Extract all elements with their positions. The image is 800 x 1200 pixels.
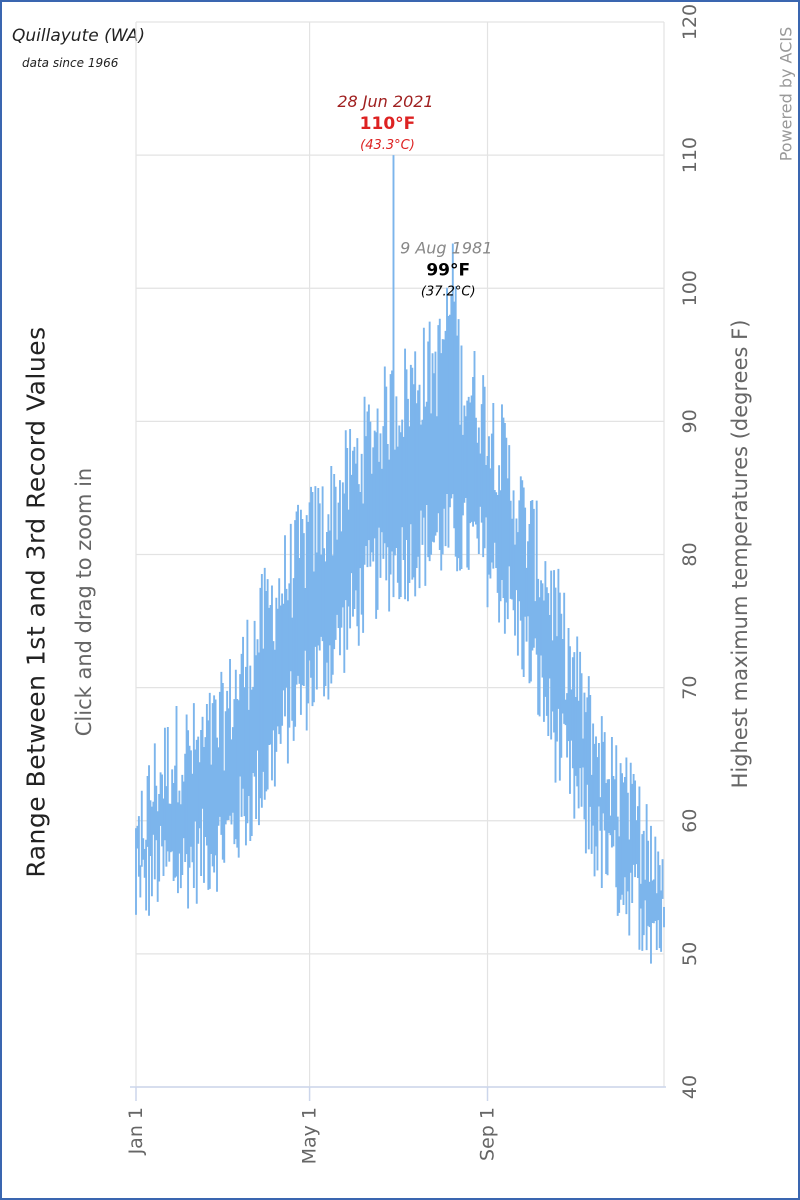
y-tick-label: 80: [679, 542, 701, 566]
annotation-date: 9 Aug 1981: [400, 239, 492, 258]
y-tick-label: 70: [679, 676, 701, 700]
y-tick-label: 40: [679, 1075, 701, 1099]
x-tick-label: Jan 1: [125, 1107, 147, 1155]
tick-labels: 40 50 60 70 80 90 100 110 120 Jan 1 May 1 Sep 1: [125, 4, 701, 1165]
annotation-celsius: (43.3°C): [360, 138, 415, 153]
y-tick-label: 100: [679, 270, 701, 306]
station-name: Quillayute (WA): [12, 26, 145, 46]
x-tick-label: May 1: [299, 1107, 321, 1164]
y-tick-label: 120: [679, 4, 701, 40]
y-tick-label: 90: [679, 409, 701, 433]
annotation-celsius: (37.2°C): [421, 285, 476, 300]
y-tick-label: 110: [679, 137, 701, 173]
station-since: data since 1966: [22, 56, 119, 70]
annotation-value: 99°F: [426, 261, 470, 281]
range-bars: [135, 155, 665, 964]
annotation-value: 110°F: [360, 114, 416, 134]
y-tick-label: 60: [679, 809, 701, 833]
record-annotations: 28 Jun 2021 110°F (43.3°C) 9 Aug 1981 99°F (3…: [337, 92, 492, 299]
annotation-date: 28 Jun 2021: [337, 92, 433, 111]
y-tick-label: 50: [679, 942, 701, 966]
x-tick-label: Sep 1: [477, 1107, 499, 1161]
axes: [130, 1086, 666, 1101]
